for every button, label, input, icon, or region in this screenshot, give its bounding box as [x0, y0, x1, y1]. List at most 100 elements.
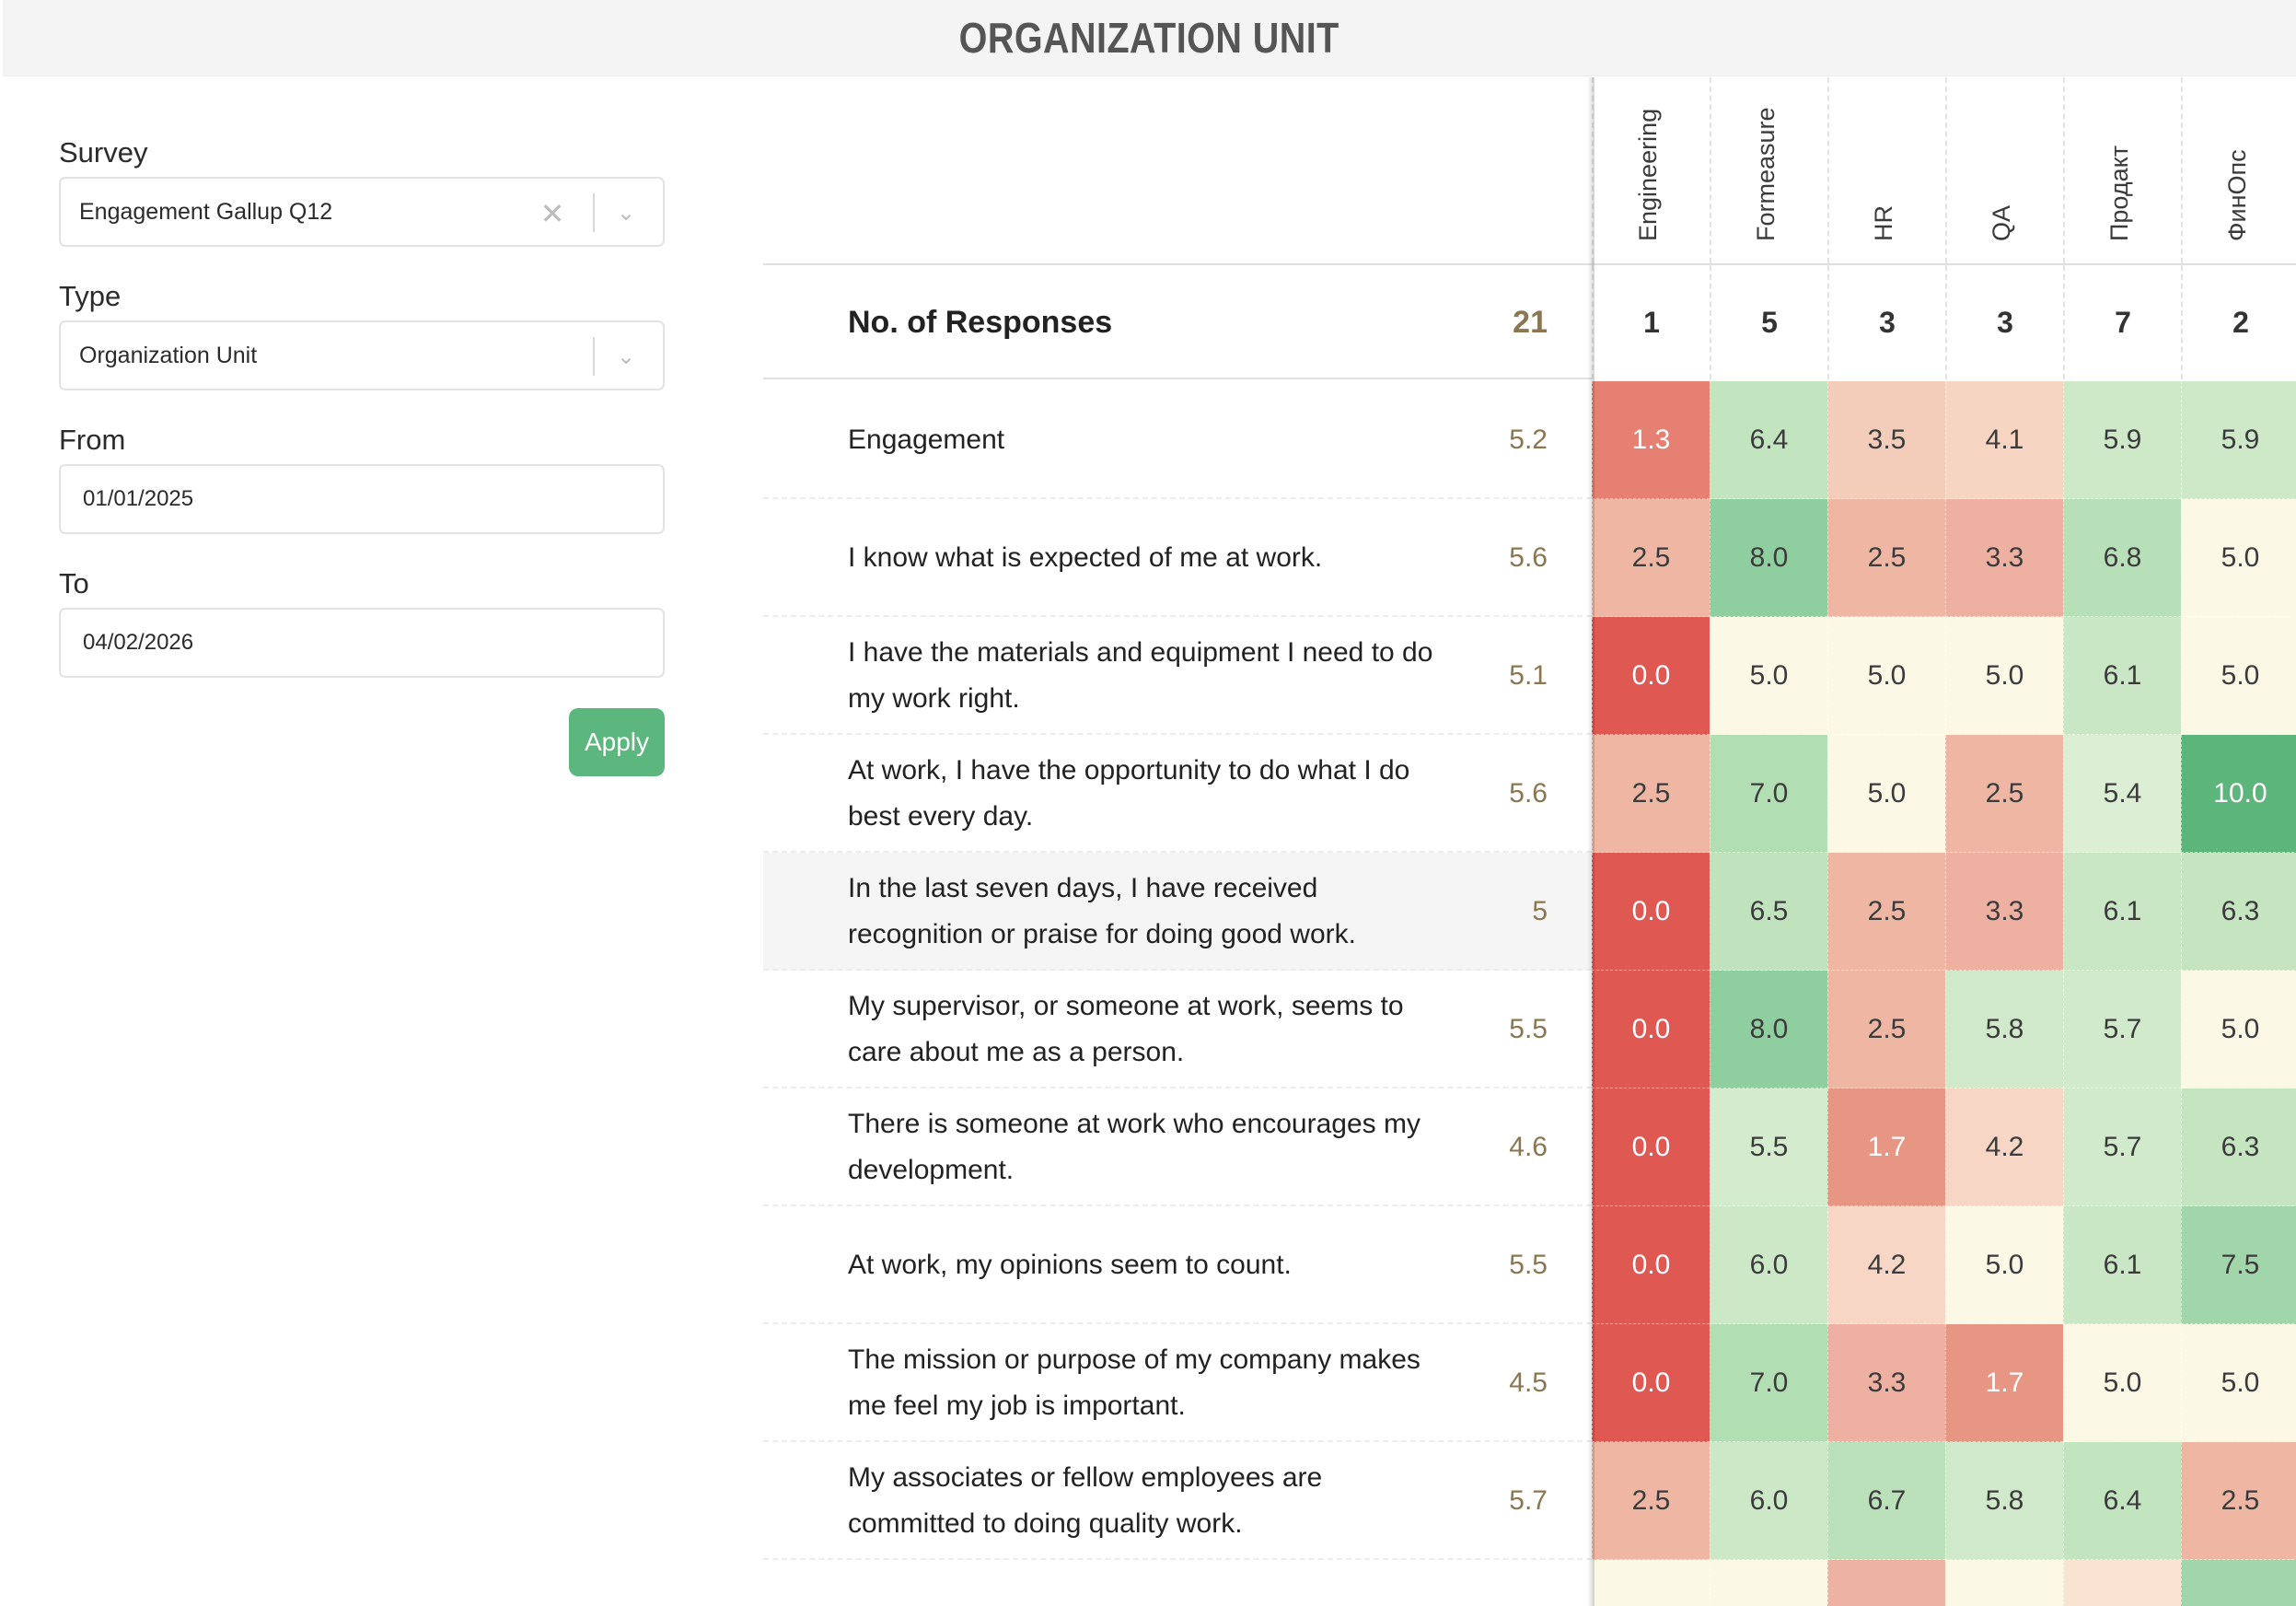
score-cell[interactable]: 5.4 [2063, 735, 2181, 853]
score-cell[interactable]: 5.9 [2063, 381, 2181, 499]
score-cell[interactable]: 3.5 [1827, 381, 1945, 499]
score-cell[interactable]: 2.5 [1592, 735, 1710, 853]
score-cell[interactable]: 5.7 [2063, 971, 2181, 1088]
table-row[interactable]: At work, my opinions seem to count. 5.5 0.… [763, 1206, 2296, 1324]
score-cell[interactable]: 6.1 [2063, 1206, 2181, 1324]
score-cell[interactable]: 6.1 [2063, 853, 2181, 971]
score-cell[interactable]: 6.4 [1710, 381, 1827, 499]
column-header: Formeasure [1710, 77, 1827, 263]
score-cell [1592, 1560, 1710, 1606]
header-divider [763, 263, 2296, 265]
table-row[interactable]: In the last seven days, I have received … [763, 853, 2296, 971]
page-title: ORGANIZATION UNIT [958, 14, 1340, 62]
row-total: 5.1 [1509, 660, 1548, 691]
score-cell[interactable]: 1.7 [1827, 1088, 1945, 1206]
score-cell[interactable]: 7.5 [2181, 1206, 2296, 1324]
score-cell[interactable]: 0.0 [1592, 971, 1710, 1088]
score-cell[interactable]: 2.5 [2181, 1442, 2296, 1560]
score-cell[interactable]: 2.5 [1827, 853, 1945, 971]
table-row[interactable]: My associates or fellow employees are co… [763, 1442, 2296, 1560]
score-cell[interactable]: 5.0 [2063, 1324, 2181, 1442]
score-cell[interactable]: 5.0 [1945, 617, 2063, 735]
table-row[interactable]: At work, I have the opportunity to do wh… [763, 735, 2296, 853]
page-header: ORGANIZATION UNIT [3, 0, 2296, 76]
score-cell[interactable]: 7.0 [1710, 735, 1827, 853]
score-cell[interactable]: 6.0 [1710, 1442, 1827, 1560]
score-cells: 0.0 5.0 5.0 5.0 6.1 5.0 [1592, 617, 2296, 735]
question-label: At work, my opinions seem to count. [848, 1250, 1292, 1280]
score-cell[interactable]: 5.0 [2181, 499, 2296, 617]
score-cell[interactable]: 6.0 [1710, 1206, 1827, 1324]
score-cell[interactable]: 4.2 [1945, 1088, 2063, 1206]
score-cell [1827, 1560, 1945, 1606]
row-total: 5.5 [1509, 1014, 1548, 1044]
select-separator [593, 193, 595, 232]
score-cell[interactable]: 0.0 [1592, 1324, 1710, 1442]
score-cell[interactable]: 10.0 [2181, 735, 2296, 853]
question-label: There is someone at work who encourages … [848, 1109, 1421, 1185]
table-row[interactable]: There is someone at work who encourages … [763, 1088, 2296, 1206]
question-label: My supervisor, or someone at work, seems… [848, 991, 1404, 1067]
score-cell[interactable]: 3.3 [1945, 499, 2063, 617]
table-row[interactable]: The mission or purpose of my company mak… [763, 1324, 2296, 1442]
score-cell[interactable]: 5.0 [1827, 735, 1945, 853]
score-cell[interactable]: 6.3 [2181, 853, 2296, 971]
score-cell[interactable]: 3.3 [1827, 1324, 1945, 1442]
from-date-value: 01/01/2025 [83, 486, 194, 511]
score-cell[interactable]: 7.0 [1710, 1324, 1827, 1442]
from-date-input[interactable]: 01/01/2025 [59, 464, 665, 534]
table-row[interactable]: Engagement 5.2 1.3 6.4 3.5 4.1 5.9 5.9 [763, 381, 2296, 499]
score-cell[interactable]: 2.5 [1827, 971, 1945, 1088]
score-cell[interactable]: 6.1 [2063, 617, 2181, 735]
chevron-down-icon[interactable]: ⌄ [616, 344, 636, 369]
score-cell[interactable]: 5.0 [1710, 617, 1827, 735]
score-cell[interactable]: 0.0 [1592, 1206, 1710, 1324]
score-cell[interactable]: 6.8 [2063, 499, 2181, 617]
score-cells: 0.0 8.0 2.5 5.8 5.7 5.0 [1592, 971, 2296, 1088]
score-cell[interactable]: 0.0 [1592, 1088, 1710, 1206]
score-cell[interactable]: 2.5 [1592, 499, 1710, 617]
score-cell[interactable]: 5.9 [2181, 381, 2296, 499]
score-cell[interactable]: 6.5 [1710, 853, 1827, 971]
score-cell[interactable]: 4.1 [1945, 381, 2063, 499]
column-header-label: Продакт [2105, 145, 2133, 241]
from-label: From [59, 424, 126, 456]
column-header-label: Engineering [1634, 108, 1662, 241]
to-date-input[interactable]: 04/02/2026 [59, 608, 665, 678]
score-cell[interactable]: 5.0 [2181, 1324, 2296, 1442]
table-row[interactable]: I have the materials and equipment I nee… [763, 617, 2296, 735]
table-row[interactable]: I know what is expected of me at work. 5.… [763, 499, 2296, 617]
score-cell[interactable]: 0.0 [1592, 617, 1710, 735]
score-cell[interactable]: 5.0 [1945, 1206, 2063, 1324]
score-cell[interactable]: 1.3 [1592, 381, 1710, 499]
column-header-label: Formeasure [1752, 107, 1780, 241]
table-row[interactable]: My supervisor, or someone at work, seems… [763, 971, 2296, 1088]
score-cell[interactable]: 6.3 [2181, 1088, 2296, 1206]
score-cell[interactable]: 4.2 [1827, 1206, 1945, 1324]
chevron-down-icon[interactable]: ⌄ [616, 201, 636, 226]
score-cell[interactable]: 2.5 [1592, 1442, 1710, 1560]
score-cell[interactable]: 5.8 [1945, 1442, 2063, 1560]
score-cell[interactable]: 6.4 [2063, 1442, 2181, 1560]
survey-select[interactable]: Engagement Gallup Q12 ✕ ⌄ [59, 177, 665, 247]
score-cell[interactable]: 5.5 [1710, 1088, 1827, 1206]
score-cell[interactable]: 8.0 [1710, 499, 1827, 617]
score-cell[interactable]: 2.5 [1945, 735, 2063, 853]
score-cell[interactable]: 1.7 [1945, 1324, 2063, 1442]
row-total: 5.2 [1509, 425, 1548, 455]
score-cell[interactable]: 5.8 [1945, 971, 2063, 1088]
score-cell[interactable]: 5.7 [2063, 1088, 2181, 1206]
score-cell[interactable]: 0.0 [1592, 853, 1710, 971]
clear-icon[interactable]: ✕ [539, 197, 565, 230]
score-cell[interactable]: 5.0 [1827, 617, 1945, 735]
column-header: QA [1945, 77, 2063, 263]
apply-button[interactable]: Apply [569, 708, 665, 776]
score-cell[interactable]: 3.3 [1945, 853, 2063, 971]
row-label-cell [763, 1442, 1592, 1560]
type-select[interactable]: Organization Unit ⌄ [59, 320, 665, 390]
score-cell[interactable]: 5.0 [2181, 617, 2296, 735]
score-cell[interactable]: 5.0 [2181, 971, 2296, 1088]
score-cell[interactable]: 8.0 [1710, 971, 1827, 1088]
score-cell[interactable]: 2.5 [1827, 499, 1945, 617]
score-cell[interactable]: 6.7 [1827, 1442, 1945, 1560]
